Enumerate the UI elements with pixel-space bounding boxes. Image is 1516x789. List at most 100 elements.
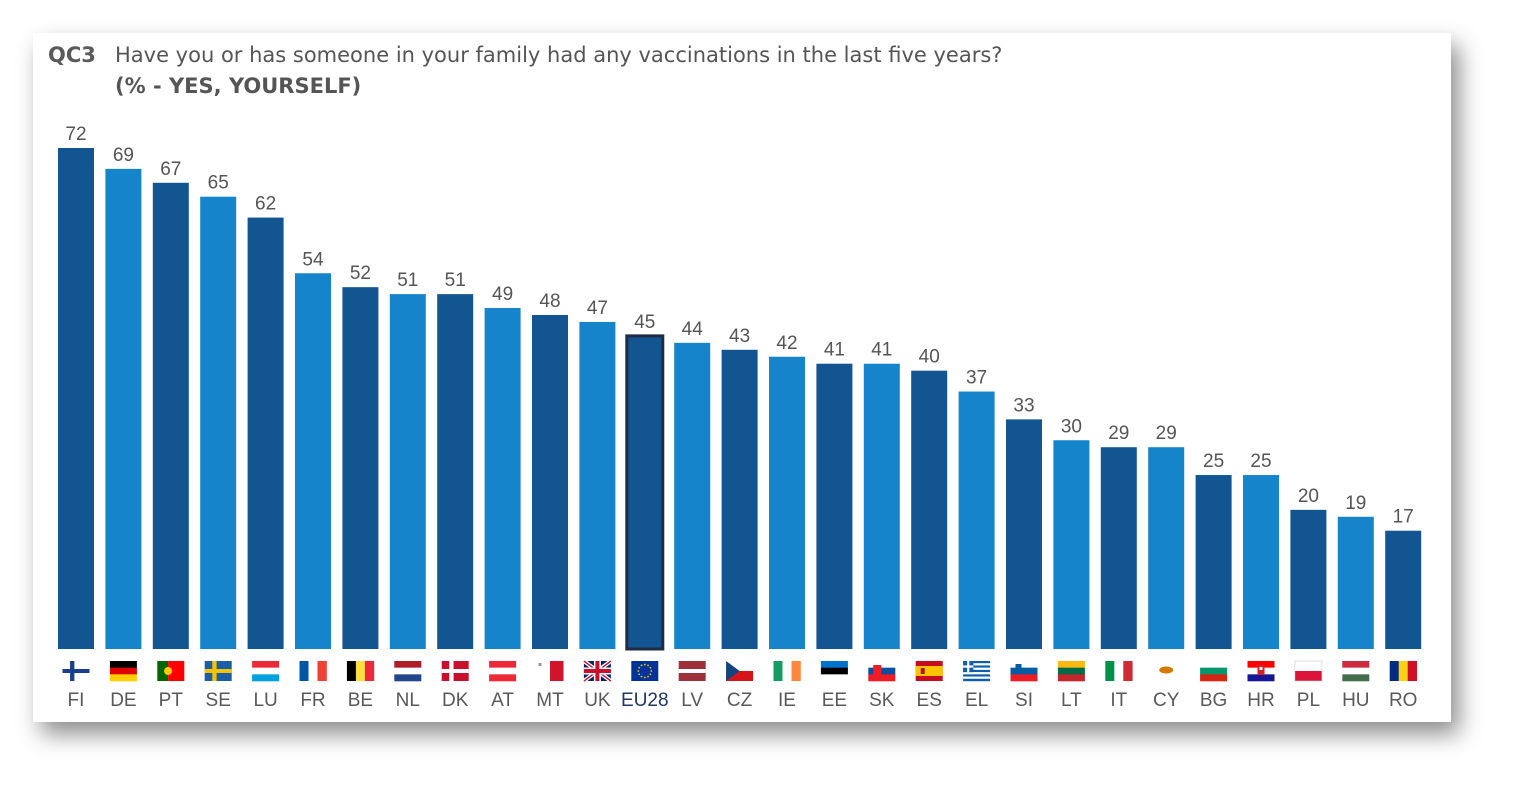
flag-de-icon [109, 661, 137, 682]
bar-pt [152, 182, 189, 649]
flag-be-icon [346, 661, 375, 681]
flag-pl-icon [1294, 660, 1323, 682]
chart-panel: QC3 Have you or has someone in your fami… [33, 33, 1451, 722]
bar-eu28 [625, 334, 665, 651]
category-label-be: BE [348, 690, 373, 711]
bar-at [484, 308, 521, 649]
value-label: 47 [587, 298, 608, 319]
category-label-bg: BG [1200, 690, 1227, 711]
value-label: 25 [1203, 451, 1224, 472]
bar-hu [1337, 516, 1374, 649]
value-label: 62 [255, 194, 276, 215]
bar-sk [863, 363, 900, 649]
flag-lv-icon [678, 661, 706, 681]
value-label: 41 [824, 340, 845, 361]
flag-mt-icon [536, 661, 564, 681]
flag-nl-icon [394, 661, 422, 682]
value-label: 69 [113, 145, 134, 166]
value-label: 29 [1156, 423, 1177, 444]
flag-el-icon [963, 661, 991, 682]
bar-si [1006, 419, 1042, 649]
chart-title: Have you or has someone in your family h… [115, 43, 1003, 67]
bar-chart: 72 FI 69 DE 67 PT 65 SE 62 LU 54 FR 52 BE 51 NL 51 DK 49 AT… [58, 124, 1422, 711]
category-label-si: SI [1015, 690, 1033, 711]
bar-dk [437, 294, 474, 649]
flag-at-icon [489, 661, 517, 682]
category-label-se: SE [206, 690, 231, 711]
bar-cy [1148, 447, 1185, 649]
flag-fi-icon [62, 661, 90, 681]
flag-ee-icon [820, 661, 848, 682]
value-label: 19 [1345, 493, 1366, 514]
bar-pl [1290, 509, 1327, 649]
flag-it-icon [1105, 661, 1133, 681]
value-label: 20 [1298, 486, 1319, 507]
bar-uk [579, 321, 616, 649]
category-label-hr: HR [1247, 690, 1274, 711]
category-label-pl: PL [1297, 690, 1320, 711]
value-label: 49 [492, 284, 513, 305]
value-label: 29 [1108, 423, 1129, 444]
bar-ee [816, 363, 853, 649]
value-label: 51 [397, 270, 418, 291]
category-label-hu: HU [1342, 690, 1369, 711]
value-label: 72 [65, 124, 86, 145]
flag-ie-icon [773, 661, 801, 681]
bar-ie [769, 356, 805, 649]
question-code: QC3 [48, 43, 96, 67]
flag-hu-icon [1342, 661, 1370, 682]
bar-mt [532, 315, 568, 649]
flag-es-icon [915, 661, 943, 681]
category-label-ro: RO [1389, 690, 1418, 711]
bar-be [342, 287, 379, 649]
category-label-dk: DK [442, 690, 469, 711]
category-label-fr: FR [300, 690, 325, 711]
value-label: 37 [966, 368, 987, 389]
value-label: 67 [160, 159, 181, 180]
category-label-pt: PT [159, 690, 184, 711]
flag-pt-icon [157, 661, 185, 681]
bar-se [200, 196, 237, 650]
category-label-lv: LV [681, 690, 703, 711]
flag-fr-icon [299, 661, 327, 681]
flag-se-icon [204, 661, 232, 681]
bar-hr [1243, 475, 1279, 649]
bar-bg [1195, 475, 1232, 649]
category-label-fi: FI [68, 690, 85, 711]
bar-lv [674, 342, 711, 649]
value-label: 54 [302, 249, 324, 270]
bar-el [958, 391, 995, 649]
value-label: 30 [1061, 416, 1082, 437]
value-label: 52 [350, 263, 371, 284]
flag-cz-icon [726, 661, 754, 681]
value-label: 25 [1250, 451, 1271, 472]
bar-nl [389, 294, 426, 649]
bar-ro [1385, 530, 1422, 649]
flag-bg-icon [1200, 661, 1228, 682]
flag-ro-icon [1389, 661, 1417, 681]
bar-cz [721, 349, 758, 649]
category-label-el: EL [965, 690, 988, 711]
flag-sk-icon [868, 661, 896, 682]
category-label-mt: MT [536, 690, 564, 711]
value-label: 51 [445, 270, 466, 291]
chart-subtitle: (% - YES, YOURSELF) [115, 74, 362, 98]
value-label: 40 [919, 347, 940, 368]
bar-fr [295, 273, 331, 649]
bar-lt [1053, 440, 1090, 649]
flag-si-icon [1010, 661, 1038, 682]
category-label-cz: CZ [727, 690, 753, 711]
category-label-lu: LU [253, 690, 277, 711]
bar-es [911, 370, 948, 649]
flag-hr-icon [1247, 661, 1275, 682]
flag-dk-icon [441, 661, 469, 681]
bar-fi [58, 148, 94, 649]
value-label: 41 [871, 340, 892, 361]
category-label-es: ES [917, 690, 942, 711]
category-label-cy: CY [1153, 690, 1180, 711]
bar-lu [247, 217, 284, 650]
category-label-at: AT [491, 690, 514, 711]
category-label-ie: IE [778, 690, 796, 711]
value-label: 48 [539, 291, 560, 312]
category-label-lt: LT [1061, 690, 1082, 711]
